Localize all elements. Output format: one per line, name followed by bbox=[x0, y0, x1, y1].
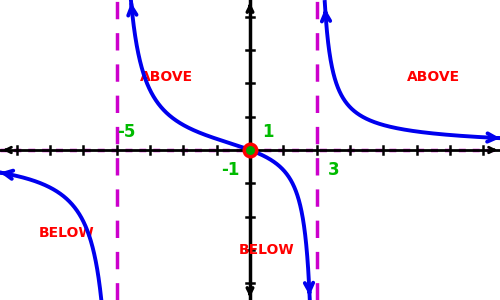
Text: ABOVE: ABOVE bbox=[407, 70, 460, 84]
Text: 3: 3 bbox=[328, 161, 339, 179]
Text: ABOVE: ABOVE bbox=[140, 70, 193, 84]
Text: BELOW: BELOW bbox=[39, 226, 94, 240]
Text: 1: 1 bbox=[262, 123, 274, 141]
Text: -5: -5 bbox=[118, 123, 136, 141]
Text: -1: -1 bbox=[221, 161, 239, 179]
Text: BELOW: BELOW bbox=[239, 243, 294, 257]
